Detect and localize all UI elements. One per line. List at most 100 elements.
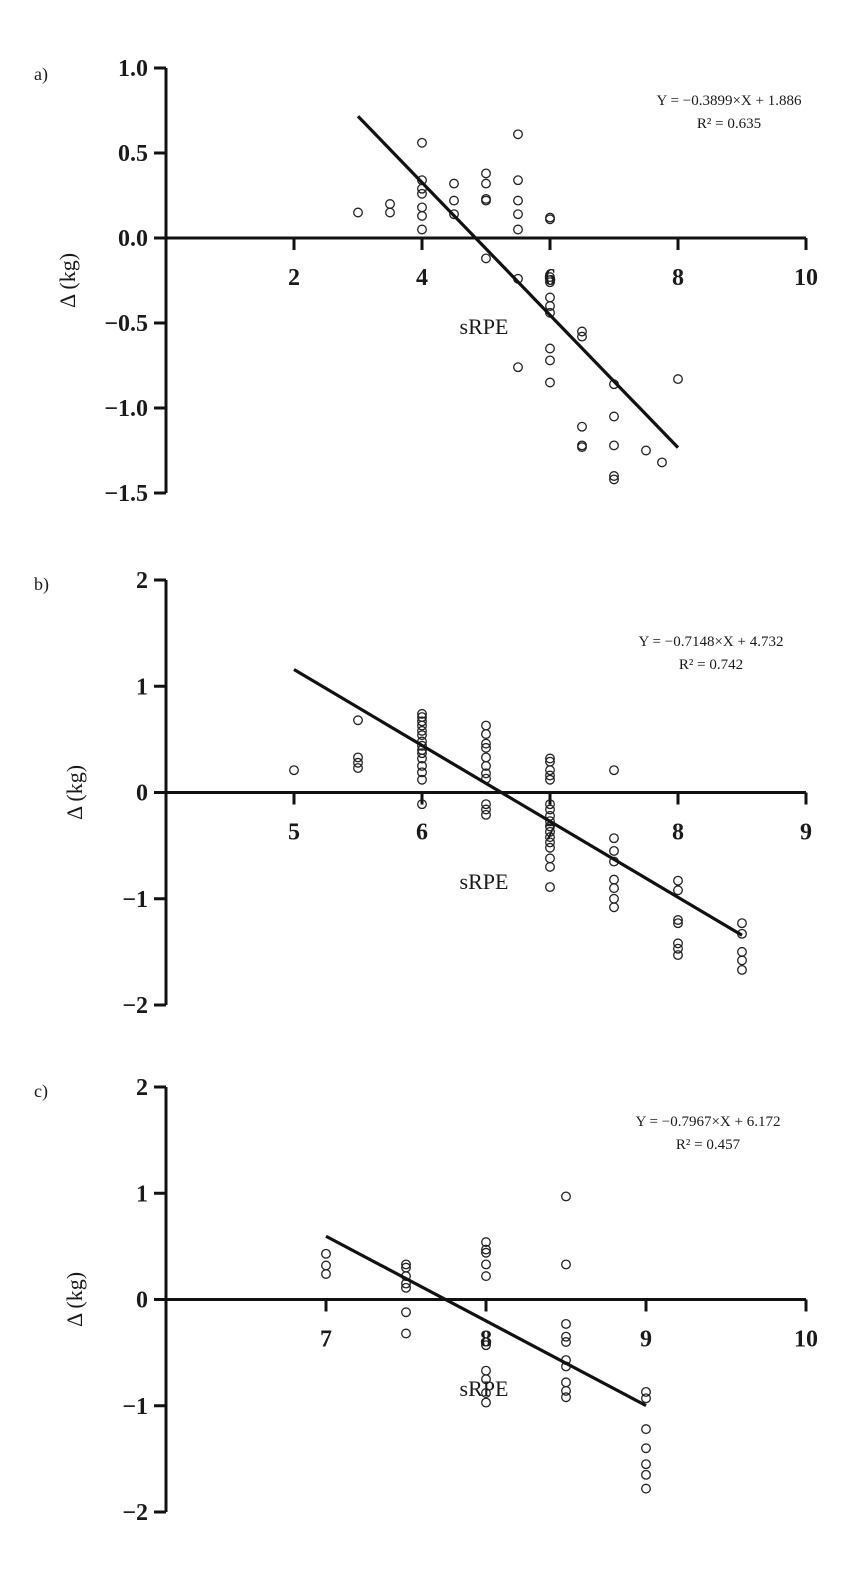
data-point <box>417 188 427 199</box>
data-point <box>641 1443 651 1454</box>
data-point <box>545 804 555 815</box>
data-point <box>481 1271 491 1282</box>
data-point <box>545 826 555 837</box>
data-point <box>545 832 555 843</box>
data-point <box>417 774 427 785</box>
y-tick-label: 0 <box>136 781 148 807</box>
data-point <box>641 1459 651 1470</box>
data-point <box>417 708 427 719</box>
y-tick-label: −1 <box>122 1394 148 1420</box>
data-point <box>545 882 555 893</box>
data-point <box>545 355 555 366</box>
data-point <box>737 946 747 957</box>
data-point <box>417 753 427 764</box>
data-point <box>609 440 619 451</box>
x-tick-label: 9 <box>800 820 812 846</box>
data-point <box>417 720 427 731</box>
data-point <box>577 421 587 432</box>
data-point <box>545 292 555 303</box>
data-point <box>481 760 491 771</box>
data-point <box>641 1483 651 1494</box>
data-point <box>417 716 427 727</box>
data-point <box>481 1237 491 1248</box>
data-point <box>353 763 363 774</box>
data-point <box>481 253 491 264</box>
data-point <box>289 765 299 776</box>
data-point <box>481 1388 491 1398</box>
y-tick-label: −2 <box>122 1500 148 1526</box>
data-point <box>545 816 555 827</box>
regression-equation: Y = −0.7148×X + 4.732 <box>639 634 784 650</box>
data-point <box>353 757 363 768</box>
data-point <box>481 742 491 753</box>
data-point <box>641 1393 651 1404</box>
y-tick-label: 1.0 <box>118 56 148 82</box>
data-point <box>545 861 555 872</box>
data-point <box>545 853 555 864</box>
data-point <box>673 374 683 385</box>
data-point <box>401 1259 411 1270</box>
data-point <box>561 1318 571 1329</box>
y-axis-title: Δ (kg) <box>55 253 80 308</box>
data-point <box>737 918 747 929</box>
r-squared-label: R² = 0.635 <box>697 116 761 132</box>
y-tick-label: −1.0 <box>104 396 148 422</box>
x-tick-label: 5 <box>288 820 300 846</box>
data-point <box>673 918 683 929</box>
data-point <box>321 1269 331 1279</box>
data-point <box>417 799 427 810</box>
data-point <box>561 1337 571 1347</box>
y-tick-label: 1 <box>136 1181 148 1207</box>
data-point <box>449 209 459 220</box>
x-tick-label: 10 <box>794 265 818 291</box>
data-point <box>545 774 555 785</box>
data-point <box>417 202 427 213</box>
data-point <box>545 753 555 764</box>
data-point <box>673 938 683 949</box>
x-tick-label: 10 <box>794 1327 818 1353</box>
x-tick-label: 7 <box>320 1327 332 1353</box>
data-point <box>609 765 619 776</box>
data-point <box>513 129 523 140</box>
data-point <box>609 833 619 844</box>
data-point <box>321 1248 331 1259</box>
data-point <box>561 1191 571 1202</box>
data-point <box>417 748 427 759</box>
x-tick-label: 8 <box>672 265 684 291</box>
data-point <box>417 767 427 778</box>
data-point <box>561 1331 571 1342</box>
data-point <box>609 411 619 422</box>
data-point <box>481 1244 491 1255</box>
data-point <box>481 768 491 779</box>
data-point <box>641 1386 651 1397</box>
panel-label: a) <box>34 64 48 85</box>
data-point <box>609 474 619 485</box>
data-point <box>545 343 555 354</box>
data-point <box>481 1247 491 1258</box>
x-tick-label: 6 <box>416 820 428 846</box>
data-point <box>481 1340 491 1351</box>
regression-equation: Y = −0.3899×X + 1.886 <box>657 93 802 109</box>
data-point <box>401 1307 411 1318</box>
data-point <box>417 224 427 235</box>
data-point <box>481 729 491 740</box>
y-tick-label: −2 <box>122 993 148 1019</box>
data-point <box>737 964 747 975</box>
data-point <box>321 1260 331 1271</box>
x-axis-title: sRPE <box>460 314 509 339</box>
data-point <box>481 1259 491 1270</box>
y-tick-label: −1 <box>122 887 148 913</box>
data-point <box>561 1385 571 1396</box>
y-tick-label: 2 <box>136 568 148 594</box>
data-point <box>545 799 555 810</box>
data-point <box>545 842 555 853</box>
panel-label: c) <box>34 1081 48 1102</box>
data-point <box>545 770 555 781</box>
data-point <box>417 725 427 736</box>
data-point <box>609 845 619 856</box>
data-point <box>673 915 683 925</box>
data-point <box>417 210 427 221</box>
data-point <box>513 175 523 186</box>
